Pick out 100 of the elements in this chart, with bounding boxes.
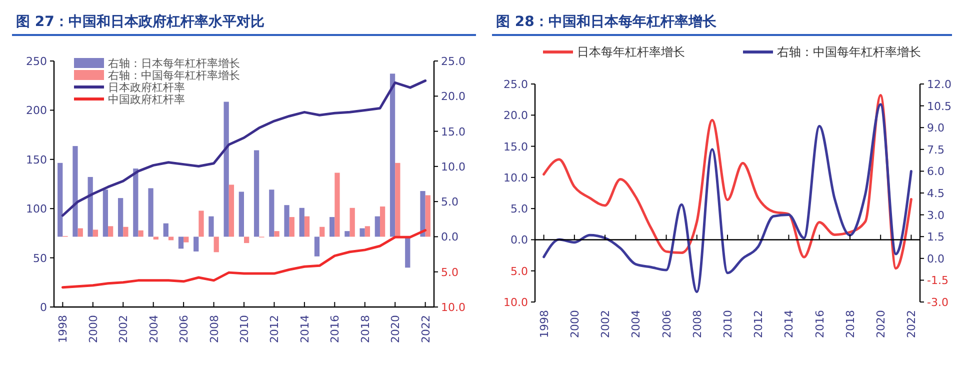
x-tick-label: 2018 — [358, 315, 372, 343]
bar — [198, 210, 204, 237]
x-tick-label: 2010 — [238, 315, 251, 343]
bar — [420, 191, 426, 237]
y-tick-label: 50 — [33, 252, 47, 265]
y-tick-label: 100 — [26, 202, 47, 216]
bar — [254, 150, 260, 237]
bar — [364, 226, 370, 237]
x-tick-label: 2018 — [844, 310, 857, 338]
bar — [184, 236, 189, 242]
bar — [314, 236, 320, 256]
y2-tick-label: 1.5 — [927, 230, 944, 244]
legend-label: 日本政府杠杆率 — [108, 81, 185, 94]
x-tick-label: 2008 — [208, 315, 221, 343]
bar — [390, 74, 396, 237]
x-tick-label: 2014 — [782, 310, 796, 338]
x-tick-label: 2022 — [419, 315, 432, 343]
bar — [88, 176, 93, 237]
legend-label: 右轴：中国每年杠杆率增长 — [108, 69, 240, 82]
y2-tick-label: 15.0 — [441, 125, 466, 138]
bar — [350, 208, 355, 237]
chart-title: 图 27：中国和日本政府杠杆率水平对比 — [16, 13, 264, 30]
x-tick-label: 2002 — [117, 315, 130, 343]
y-tick-label: 200 — [26, 104, 47, 118]
bar — [72, 146, 78, 237]
x-tick-label: 2000 — [568, 310, 582, 338]
bar — [380, 206, 386, 237]
y-tick-label: 150 — [26, 153, 47, 166]
y2-tick-label: 10.0 — [441, 160, 466, 174]
x-tick-label: 2020 — [389, 315, 402, 343]
y-tick-label: 0 — [40, 301, 47, 314]
x-tick-label: 2022 — [905, 310, 918, 338]
bar — [148, 188, 154, 237]
x-tick-label: 2016 — [328, 315, 342, 343]
y2-tick-label: 12.0 — [927, 78, 952, 91]
bar — [344, 231, 350, 237]
x-tick-label: 2000 — [86, 315, 100, 343]
x-tick-label: 2016 — [813, 310, 826, 338]
bar — [178, 236, 184, 249]
bar — [360, 228, 365, 237]
bar — [374, 216, 380, 237]
bar — [405, 236, 410, 268]
x-tick-label: 2010 — [722, 310, 734, 338]
bar — [299, 208, 304, 237]
line-series — [542, 103, 912, 294]
bar — [244, 236, 250, 244]
x-tick-label: 2002 — [599, 310, 612, 338]
bar — [228, 184, 234, 237]
bar — [269, 190, 274, 237]
bar — [92, 230, 98, 237]
y-tick-label: 5.0 — [510, 264, 528, 278]
line-series — [61, 229, 427, 289]
y2-tick-label: 9.0 — [927, 122, 944, 135]
x-tick-label: 2004 — [630, 310, 643, 338]
x-tick-label: 2020 — [874, 310, 888, 338]
y2-tick-label: 25.0 — [441, 55, 466, 68]
bar — [284, 205, 290, 237]
y-tick-label: 10.0 — [504, 171, 528, 184]
bar — [163, 223, 168, 237]
bar — [208, 216, 214, 237]
y2-tick-label: 5.0 — [441, 266, 458, 279]
bar — [168, 236, 174, 240]
y-tick-label: 0.0 — [510, 234, 528, 247]
bar — [123, 226, 128, 237]
y2-tick-label: 6.0 — [927, 165, 944, 178]
bar — [238, 192, 244, 237]
x-tick-label: 2004 — [147, 315, 160, 343]
bar — [330, 217, 335, 237]
y-tick-label: 5.0 — [510, 202, 528, 216]
x-tick-label: 2014 — [298, 315, 312, 343]
legend-label: 右轴：日本每年杠杆率增长 — [108, 57, 240, 70]
y-tick-label: 15.0 — [504, 140, 528, 154]
y-tick-label: 25.0 — [504, 78, 528, 91]
x-tick-label: 2012 — [752, 310, 766, 338]
bar — [214, 236, 219, 252]
legend-label: 日本每年杠杆率增长 — [577, 45, 685, 59]
bar — [194, 236, 199, 252]
y-tick-label: 20.0 — [504, 109, 528, 122]
y2-tick-label: 5.0 — [441, 196, 458, 209]
chart-title: 图 28：中国和日本每年杠杆率增长 — [496, 13, 718, 30]
bar — [320, 226, 325, 237]
y2-tick-label: 3.0 — [927, 208, 944, 222]
x-tick-label: 1998 — [538, 310, 551, 338]
x-tick-label: 2006 — [178, 315, 191, 343]
x-tick-label: 2008 — [690, 310, 704, 338]
bar — [334, 172, 340, 237]
bar — [395, 162, 400, 237]
x-tick-label: 1998 — [56, 315, 70, 343]
bar — [224, 102, 229, 237]
y2-tick-label: 20.0 — [441, 90, 466, 104]
y2-tick-label: 10.5 — [927, 100, 952, 113]
y2-tick-label: 0.0 — [927, 252, 944, 266]
y2-tick-label: 7.5 — [927, 143, 944, 156]
bar — [78, 228, 83, 237]
y2-tick-label: 4.5 — [927, 187, 944, 200]
x-tick-label: 2006 — [660, 310, 674, 338]
bar — [102, 190, 108, 237]
y2-tick-label: 0.0 — [441, 230, 458, 244]
legend-label: 右轴：中国每年杠杆率增长 — [777, 45, 921, 59]
bar — [153, 236, 158, 240]
